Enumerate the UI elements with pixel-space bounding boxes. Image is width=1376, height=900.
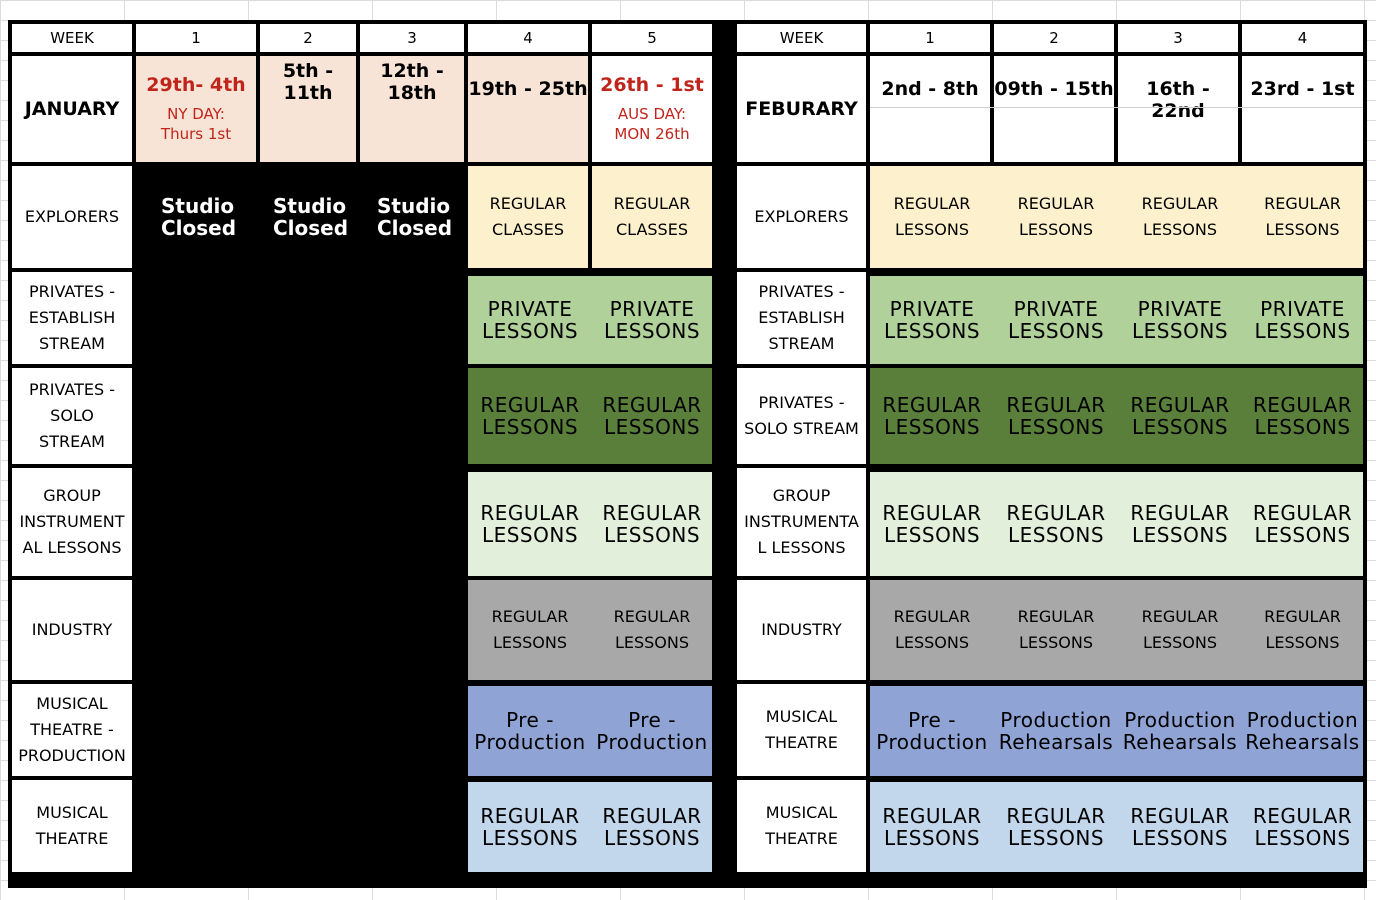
jan-explorers-week-4: REGULAR CLASSES [468,166,588,268]
jan-week-3: 3 [360,24,464,52]
jan-row-explorers: EXPLORERS [12,166,132,268]
feb-mt-production-week-3: Production Rehearsals [1118,686,1242,776]
feb-group-instrumental-week-2: REGULAR LESSONS [994,472,1118,576]
jan-week-4: 4 [468,24,588,52]
feb-month-label: FEBURARY [737,56,866,162]
feb-privates-solo-week-2: REGULAR LESSONS [994,368,1118,464]
feb-row-privates-establish: PRIVATES - ESTABLISH STREAM [737,272,866,364]
jan-row-privates-solo: PRIVATES - SOLO STREAM [12,368,132,464]
jan-date-week-5: 26th - 1st AUS DAY: MON 26th [592,56,712,162]
feb-date-divider [870,107,1363,108]
feb-mt-production-week-2: Production Rehearsals [994,686,1118,776]
jan-holiday-note-5: AUS DAY: MON 26th [614,105,690,143]
feb-week-header: WEEK [737,24,866,52]
jan-studio-closed-week-2: Studio Closed [273,194,349,240]
feb-row-privates-solo: PRIVATES - SOLO STREAM [737,368,866,464]
feb-privates-solo-week-1: REGULAR LESSONS [870,368,994,464]
jan-row-group-instrumental: GROUP INSTRUMENT AL LESSONS [12,468,132,576]
feb-week-3: 3 [1118,24,1238,52]
jan-privates-solo-week-4: REGULAR LESSONS [468,368,592,464]
feb-week-2: 2 [994,24,1114,52]
feb-group-instrumental-week-3: REGULAR LESSONS [1118,472,1242,576]
jan-row-musical-theatre: MUSICAL THEATRE [12,780,132,872]
feb-explorers-week-2: REGULAR LESSONS [994,166,1118,268]
jan-date-week-3: 12th - 18th [360,56,464,162]
jan-musical-theatre-week-4: REGULAR LESSONS [468,782,592,872]
jan-explorers-week-5: REGULAR CLASSES [592,166,712,268]
jan-group-instrumental-week-5: REGULAR LESSONS [592,472,712,576]
jan-industry-week-5: REGULAR LESSONS [592,580,712,680]
jan-week-1: 1 [136,24,256,52]
feb-row-explorers: EXPLORERS [737,166,866,268]
feb-group-instrumental-week-1: REGULAR LESSONS [870,472,994,576]
feb-privates-solo-week-4: REGULAR LESSONS [1242,368,1363,464]
jan-week-header: WEEK [12,24,132,52]
feb-row-industry: INDUSTRY [737,580,866,680]
jan-mt-production-week-5: Pre - Production [592,686,712,776]
feb-week-1: 1 [870,24,990,52]
feb-privates-establish-week-2: PRIVATE LESSONS [994,276,1118,364]
jan-privates-solo-week-5: REGULAR LESSONS [592,368,712,464]
feb-row-musical-theatre: MUSICAL THEATRE [737,780,866,872]
feb-industry-week-4: REGULAR LESSONS [1242,580,1363,680]
jan-musical-theatre-week-5: REGULAR LESSONS [592,782,712,872]
jan-week-2: 2 [260,24,356,52]
jan-studio-closed-week-3: Studio Closed [377,194,453,240]
jan-row-industry: INDUSTRY [12,580,132,680]
jan-mt-production-week-4: Pre - Production [468,686,592,776]
jan-privates-establish-week-4: PRIVATE LESSONS [468,276,592,364]
table-gap-bar [716,20,733,888]
jan-holiday-note-1: NY DAY: Thurs 1st [160,105,232,143]
feb-musical-theatre-week-1: REGULAR LESSONS [870,782,994,872]
feb-row-musical-theatre-production: MUSICAL THEATRE [737,684,866,776]
feb-week-4: 4 [1242,24,1363,52]
jan-industry-week-4: REGULAR LESSONS [468,580,592,680]
feb-privates-establish-week-4: PRIVATE LESSONS [1242,276,1363,364]
jan-group-instrumental-week-4: REGULAR LESSONS [468,472,592,576]
jan-date-week-4: 19th - 25th [468,56,588,162]
feb-musical-theatre-week-3: REGULAR LESSONS [1118,782,1242,872]
feb-date-week-3: 16th - 22nd [1118,56,1238,162]
feb-industry-week-1: REGULAR LESSONS [870,580,994,680]
jan-date-week-2: 5th - 11th [260,56,356,162]
jan-privates-establish-week-5: PRIVATE LESSONS [592,276,712,364]
feb-musical-theatre-week-2: REGULAR LESSONS [994,782,1118,872]
feb-explorers-week-4: REGULAR LESSONS [1242,166,1363,268]
feb-privates-establish-week-1: PRIVATE LESSONS [870,276,994,364]
jan-row-privates-establish: PRIVATES - ESTABLISH STREAM [12,272,132,364]
feb-group-instrumental-week-4: REGULAR LESSONS [1242,472,1363,576]
feb-explorers-week-3: REGULAR LESSONS [1118,166,1242,268]
feb-industry-week-2: REGULAR LESSONS [994,580,1118,680]
feb-industry-week-3: REGULAR LESSONS [1118,580,1242,680]
feb-row-group-instrumental: GROUP INSTRUMENTA L LESSONS [737,468,866,576]
feb-musical-theatre-week-4: REGULAR LESSONS [1242,782,1363,872]
feb-explorers-week-1: REGULAR LESSONS [870,166,994,268]
feb-mt-production-week-1: Pre - Production [870,686,994,776]
jan-month-label: JANUARY [12,56,132,162]
jan-row-musical-theatre-production: MUSICAL THEATRE - PRODUCTION [12,684,132,776]
feb-date-week-2: 09th - 15th [994,56,1114,162]
feb-mt-production-week-4: Production Rehearsals [1242,686,1363,776]
feb-privates-solo-week-3: REGULAR LESSONS [1118,368,1242,464]
feb-privates-establish-week-3: PRIVATE LESSONS [1118,276,1242,364]
feb-date-week-1: 2nd - 8th [870,56,990,162]
feb-date-week-4: 23rd - 1st [1242,56,1363,162]
jan-date-week-1: 29th- 4th NY DAY: Thurs 1st [136,56,256,162]
jan-week-5: 5 [592,24,712,52]
jan-studio-closed-week-1: Studio Closed [161,194,237,240]
